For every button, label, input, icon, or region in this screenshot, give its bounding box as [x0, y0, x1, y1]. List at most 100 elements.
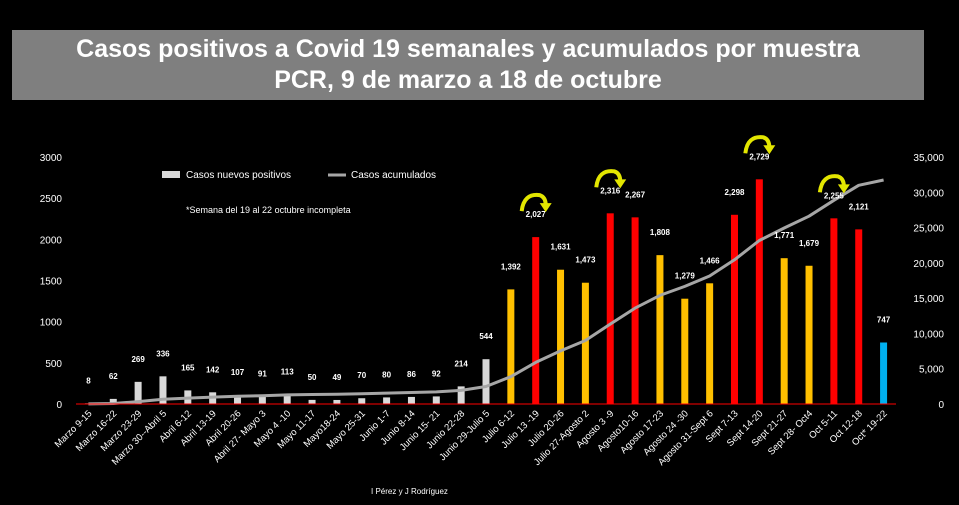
bar: [706, 283, 714, 404]
chart-note: *Semana del 19 al 22 octubre incompleta: [186, 205, 351, 215]
y-right-tick-label: 10,000: [913, 329, 944, 340]
data-label: 1,392: [501, 262, 522, 271]
data-label: 107: [231, 368, 245, 377]
data-label: 269: [131, 355, 145, 364]
arrow-curve: [519, 192, 548, 212]
y-left-tick-label: 1500: [40, 277, 63, 288]
data-label: 8: [86, 376, 91, 385]
data-label: 1,631: [551, 243, 572, 252]
data-label: 1,679: [799, 239, 820, 248]
bar: [383, 397, 391, 404]
y-right-tick-label: 15,000: [913, 294, 944, 305]
data-label: 2,316: [600, 186, 621, 195]
bar: [134, 381, 142, 404]
bar: [333, 399, 341, 404]
bar: [631, 217, 639, 404]
bar: [855, 229, 863, 404]
data-label: 113: [281, 368, 294, 377]
y-right-tick-label: 30,000: [913, 188, 944, 199]
data-label: 1,279: [675, 272, 696, 281]
arrow-curve: [817, 174, 846, 193]
data-label: 91: [258, 370, 267, 379]
cumulative-line: [88, 178, 884, 406]
bar: [606, 213, 614, 404]
chart-title-box: Casos positivos a Covid 19 semanales y a…: [12, 30, 924, 100]
bar: [656, 255, 664, 404]
data-label: 49: [332, 373, 341, 382]
y-left-tick-label: 0: [56, 400, 62, 411]
arrow-marker: [743, 135, 776, 155]
arrow-head: [614, 179, 627, 189]
bar: [159, 376, 167, 404]
bar: [780, 258, 788, 404]
y-right-tick-label: 20,000: [913, 259, 944, 270]
arrow-head: [539, 203, 552, 213]
y-right-tick-label: 35,000: [913, 153, 944, 164]
arrow-curve: [743, 135, 772, 154]
data-label: 80: [382, 370, 391, 379]
chart-title-line1: Casos positivos a Covid 19 semanales y a…: [76, 35, 860, 63]
bar: [109, 398, 117, 404]
bar: [457, 386, 465, 404]
chart-title-line2: PCR, 9 de marzo a 18 de octubre: [274, 66, 662, 94]
y-left-tick-label: 3000: [40, 153, 63, 164]
data-label: 747: [877, 315, 891, 324]
bar: [234, 395, 242, 404]
data-label: 92: [432, 369, 441, 378]
data-label: 142: [206, 365, 220, 374]
data-label: 1,466: [700, 256, 721, 265]
y-right-tick-label: 5,000: [919, 365, 944, 376]
legend-label-new-cases: Casos nuevos positivos: [186, 170, 291, 181]
legend-swatch-new-cases: [162, 171, 180, 178]
y-right-tick-label: 0: [938, 400, 944, 411]
bar: [532, 237, 540, 404]
bar: [308, 399, 316, 404]
data-label: 86: [407, 370, 416, 379]
data-label: 165: [181, 363, 195, 372]
bar: [880, 342, 888, 404]
bar: [755, 179, 763, 404]
y-left-tick-label: 2500: [40, 194, 63, 205]
data-label: 2,729: [749, 152, 770, 161]
bar: [730, 214, 738, 404]
arrow-curve: [594, 169, 623, 188]
arrow-head: [837, 184, 850, 194]
bar: [482, 359, 490, 404]
bar: [581, 282, 589, 404]
data-label: 70: [357, 371, 366, 380]
bar: [407, 396, 415, 404]
bar: [830, 218, 838, 404]
data-label: 1,808: [650, 228, 671, 237]
arrow-marker: [594, 169, 627, 189]
data-label: 2,121: [849, 202, 870, 211]
data-label: 1,473: [575, 256, 596, 265]
data-label: 62: [109, 372, 118, 381]
y-left-tick-label: 500: [45, 359, 62, 370]
data-label: 544: [479, 332, 493, 341]
arrow-head: [763, 145, 776, 155]
bar: [805, 265, 813, 404]
bar: [283, 394, 291, 404]
data-label: 336: [156, 349, 170, 358]
bar: [681, 298, 689, 404]
data-label: 2,267: [625, 190, 646, 199]
bar: [258, 396, 266, 404]
data-label: 2,255: [824, 191, 845, 200]
bar: [358, 398, 366, 404]
data-label: 1,771: [774, 231, 795, 240]
arrow-marker: [519, 192, 552, 213]
data-label: 2,298: [724, 188, 745, 197]
arrow-marker: [817, 174, 850, 194]
legend-label-cumulative: Casos acumulados: [351, 170, 436, 181]
data-label: 2,027: [526, 210, 547, 219]
y-left-tick-label: 1000: [40, 318, 63, 329]
credit: I Pérez y J Rodríguez: [371, 487, 448, 496]
bar: [432, 396, 440, 404]
y-left-tick-label: 2000: [40, 235, 63, 246]
bar: [557, 269, 565, 404]
data-label: 50: [308, 373, 317, 382]
data-label: 214: [454, 359, 468, 368]
y-right-tick-label: 25,000: [913, 224, 944, 235]
bar: [507, 289, 515, 404]
